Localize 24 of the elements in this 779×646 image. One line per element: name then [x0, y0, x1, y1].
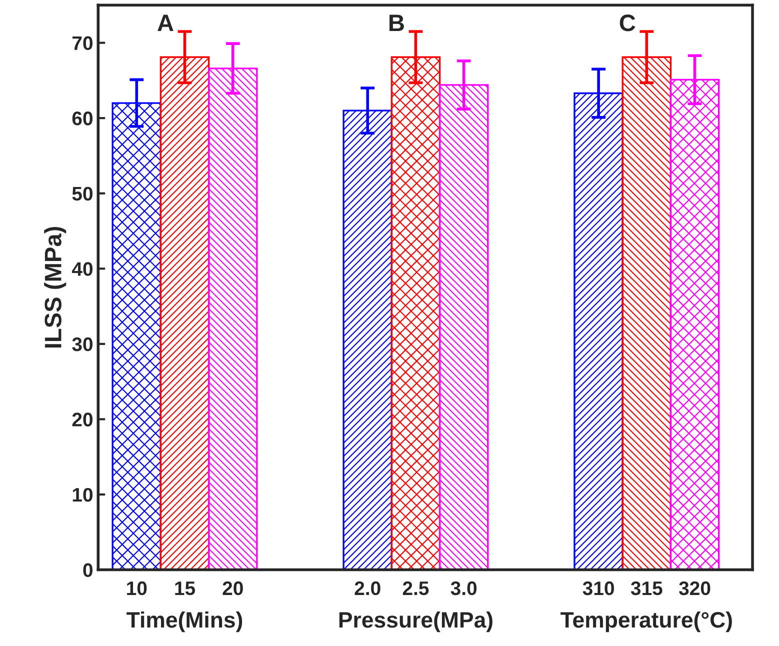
y-tick-label: 70	[72, 36, 92, 50]
text: Temperature(°C)	[560, 611, 732, 632]
x-tick-label: 15	[175, 582, 196, 596]
y-axis-title: ILSS (MPa)	[44, 226, 66, 348]
x-tick-label: 10	[127, 581, 147, 596]
y-tick-label: 60	[72, 112, 92, 126]
x-tick-label: 310	[582, 581, 614, 596]
x-tick-label: 320	[679, 581, 710, 596]
x-tick-label: 20	[222, 581, 243, 596]
y-tick-label: 50	[72, 186, 92, 201]
y-tick-label: 10	[72, 488, 92, 502]
y-tick-label: 20	[72, 412, 92, 426]
y-tick-label: 40	[72, 262, 92, 276]
annotation: A	[158, 14, 174, 32]
text: Time(Mins)	[126, 611, 242, 632]
y-tick-label: 30	[72, 337, 92, 352]
x-tick-label: 315	[630, 581, 662, 596]
x-tick-label: 2.0	[354, 581, 380, 596]
x-tick-label: 2.5	[402, 581, 429, 596]
annotation: B	[390, 14, 404, 32]
annotation: C	[620, 14, 636, 32]
x-tick-label: 3.0	[450, 581, 477, 596]
text: Pressure(MPa)	[339, 611, 492, 632]
y-tick-label: 0	[83, 563, 92, 578]
